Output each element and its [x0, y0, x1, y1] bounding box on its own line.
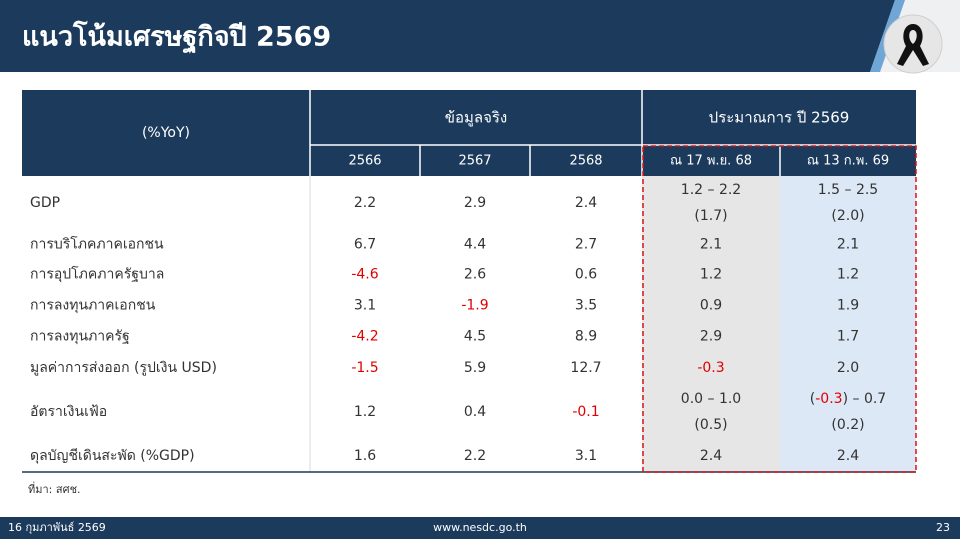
cell-text: 2.2	[464, 448, 486, 464]
row-label: การอุปโภคภาครัฐบาล	[30, 266, 164, 283]
cell-text: 2.9	[464, 195, 486, 211]
cell-text: 2.4	[837, 448, 859, 464]
cell-text: -4.2	[351, 329, 378, 345]
cell-text: -0.1	[572, 404, 599, 420]
cell-text: 1.9	[837, 298, 859, 314]
column-header: 2567	[458, 154, 491, 169]
column-header: 2568	[569, 154, 602, 169]
cell-text: 2.4	[700, 448, 722, 464]
cell-text: 2.2	[354, 195, 376, 211]
cell-text: (0.5)	[694, 417, 727, 433]
footer-date: 16 กุมภาพันธ์ 2569	[8, 521, 106, 534]
row-label: การลงทุนภาครัฐ	[30, 329, 130, 345]
title: แนวโน้มเศรษฐกิจปี 2569	[22, 20, 331, 55]
corner-header: (%YoY)	[142, 125, 190, 141]
forecast-background	[780, 176, 916, 472]
row-label: มูลค่าการส่งออก (รูปเงิน USD)	[30, 360, 217, 376]
cell-text: 3.1	[354, 298, 376, 314]
cell-text: 2.9	[700, 329, 722, 345]
column-header: 2566	[348, 154, 381, 169]
cell-text: 1.2	[354, 404, 376, 420]
column-header: ณ 13 ก.พ. 69	[807, 154, 889, 169]
cell-text: (-0.3) – 0.7	[810, 391, 886, 407]
cell-text: 12.7	[570, 360, 601, 376]
header-bar	[0, 0, 895, 72]
footer-url: www.nesdc.go.th	[433, 521, 527, 534]
cell-text: 1.2	[837, 267, 859, 283]
cell-text: 0.4	[464, 404, 486, 420]
forecast-background	[642, 176, 780, 472]
cell-text: (1.7)	[694, 208, 727, 224]
cell-text: 2.4	[575, 195, 597, 211]
cell-text: 8.9	[575, 329, 597, 345]
cell-text: 1.5 – 2.5	[818, 182, 878, 198]
cell-text: 1.2	[700, 267, 722, 283]
header-background	[22, 90, 916, 176]
cell-text: 1.2 – 2.2	[681, 182, 741, 198]
group-header: ข้อมูลจริง	[445, 109, 508, 127]
cell-text: 5.9	[464, 360, 486, 376]
cell-text: 6.7	[354, 237, 376, 253]
group-header: ประมาณการ ปี 2569	[709, 109, 850, 127]
cell-text: -1.5	[351, 360, 378, 376]
cell-text: 3.5	[575, 298, 597, 314]
table: (%YoY) ข้อมูลจริง ประมาณการ ปี 2569 2566 256…	[22, 90, 917, 496]
cell-text: -0.3	[697, 360, 724, 376]
cell-text: 2.1	[837, 237, 859, 253]
cell-text: -1.9	[461, 298, 488, 314]
cell-text: 2.0	[837, 360, 859, 376]
cell-text: 2.7	[575, 237, 597, 253]
cell-text: -4.6	[351, 267, 378, 283]
cell-text: (2.0)	[831, 208, 864, 224]
cell-text: 4.5	[464, 329, 486, 345]
cell-segment: (	[810, 391, 815, 407]
column-header: ณ 17 พ.ย. 68	[670, 154, 752, 169]
row-label: การลงทุนภาคเอกชน	[30, 298, 156, 314]
cell-text: 1.7	[837, 329, 859, 345]
footer-bar	[0, 517, 960, 539]
forecast-highlight	[642, 145, 917, 473]
row-label: อัตราเงินเฟ้อ	[30, 404, 107, 420]
row-label: การบริโภคภาคเอกชน	[30, 236, 164, 253]
cell-text: 0.6	[575, 267, 597, 283]
cell-text: 2.6	[464, 267, 486, 283]
source-note: ที่มา: สศช.	[28, 481, 81, 496]
row-label: ดุลบัญชีเดินสะพัด (%GDP)	[30, 448, 195, 464]
page-number: 23	[936, 521, 950, 534]
ribbon-icon	[897, 24, 929, 66]
cell-text: 0.9	[700, 298, 722, 314]
cell-text: 4.4	[464, 237, 486, 253]
row-label: GDP	[30, 195, 60, 211]
cell-text: (0.2)	[831, 417, 864, 433]
cell-text: 3.1	[575, 448, 597, 464]
cell-text: 2.1	[700, 237, 722, 253]
cell-text: 1.6	[354, 448, 376, 464]
cell-segment: ) – 0.7	[843, 391, 887, 407]
cell-segment: -0.3	[815, 391, 842, 407]
cell-text: 0.0 – 1.0	[681, 391, 741, 407]
